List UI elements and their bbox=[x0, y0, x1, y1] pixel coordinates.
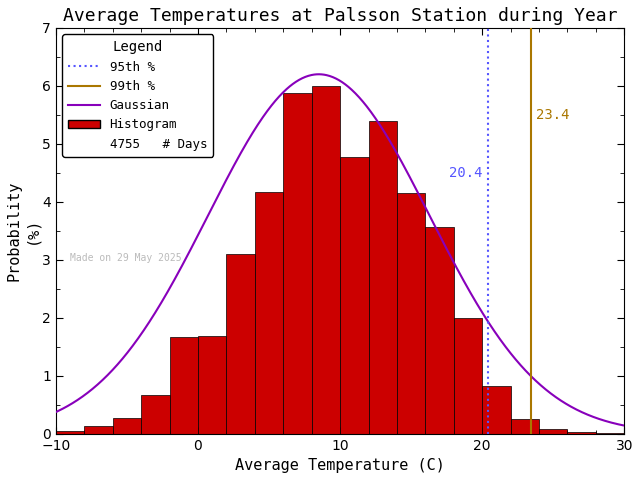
Bar bbox=[482, 385, 511, 433]
Bar bbox=[255, 192, 284, 433]
Bar bbox=[56, 432, 84, 433]
Bar bbox=[454, 318, 482, 433]
Bar bbox=[369, 120, 397, 433]
Bar bbox=[284, 94, 312, 433]
Bar bbox=[141, 395, 170, 433]
Bar bbox=[539, 429, 568, 433]
Text: Made on 29 May 2025: Made on 29 May 2025 bbox=[70, 253, 182, 263]
Text: 20.4: 20.4 bbox=[449, 166, 482, 180]
Bar bbox=[227, 254, 255, 433]
Text: 23.4: 23.4 bbox=[536, 108, 570, 122]
Title: Average Temperatures at Palsson Station during Year: Average Temperatures at Palsson Station … bbox=[63, 7, 618, 25]
Bar bbox=[511, 419, 539, 433]
X-axis label: Average Temperature (C): Average Temperature (C) bbox=[235, 458, 445, 473]
Y-axis label: Probability
(%): Probability (%) bbox=[7, 180, 39, 281]
Bar bbox=[113, 418, 141, 433]
Bar bbox=[84, 426, 113, 433]
Bar bbox=[170, 337, 198, 433]
Bar bbox=[426, 228, 454, 433]
Bar bbox=[397, 193, 426, 433]
Legend: 95th %, 99th %, Gaussian, Histogram, 4755   # Days: 95th %, 99th %, Gaussian, Histogram, 475… bbox=[62, 34, 213, 157]
Bar bbox=[340, 157, 369, 433]
Bar bbox=[198, 336, 227, 433]
Bar bbox=[568, 432, 596, 433]
Bar bbox=[312, 86, 340, 433]
